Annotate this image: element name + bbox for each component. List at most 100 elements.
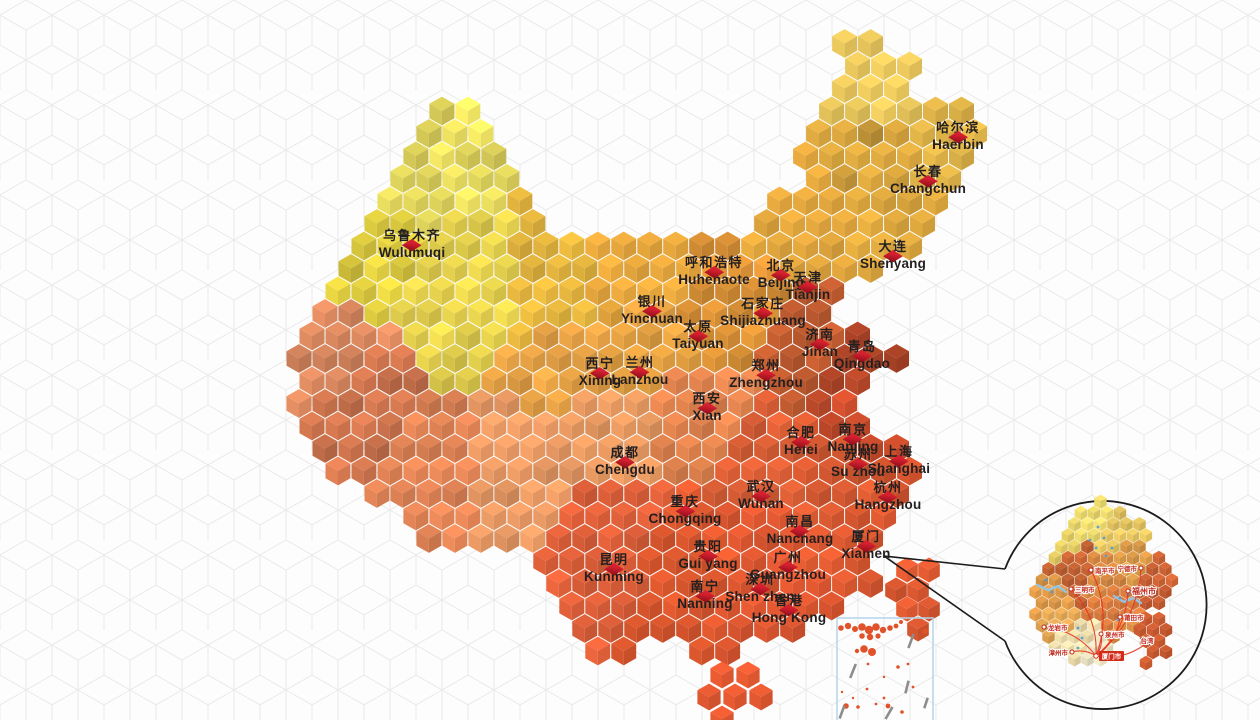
city-name-en: Taiyuan	[672, 336, 724, 352]
city-name-zh: 广州	[773, 550, 803, 566]
city-chengdu[interactable]: 成都 Chengdu	[595, 446, 655, 478]
island-hexes	[697, 557, 940, 720]
city-nanning[interactable]: 南宁 Nanning	[677, 580, 732, 612]
city-name-en: Yinchuan	[621, 311, 683, 327]
city-name-en: Gui yang	[678, 556, 738, 572]
city-name-en: Shijiazhuang	[720, 313, 806, 329]
city-name-en: Nanchang	[766, 531, 834, 547]
city-name-en: Nanning	[677, 596, 733, 612]
city-zhengzhou[interactable]: 郑州 Zhengzhou	[729, 359, 803, 391]
city-gui-yang[interactable]: 贵阳 Gui yang	[678, 540, 737, 572]
city-hong-kong[interactable]: 香港 Hong Kong	[752, 594, 827, 626]
city-name-zh: 天津	[793, 270, 823, 286]
city-name-en: Xian	[692, 408, 722, 424]
city-guangzhou[interactable]: 广州 Guangzhou	[750, 551, 826, 583]
magnifier-callout	[883, 500, 1208, 710]
city-name-en: Wulumuqi	[378, 245, 446, 261]
city-haerbin[interactable]: 哈尔滨 Haerbin	[932, 121, 984, 153]
city-wulumuqi[interactable]: 乌鲁木齐 Wulumuqi	[379, 229, 446, 261]
inset-city-label: 宁德市	[1118, 564, 1138, 573]
city-name-zh: 太原	[683, 319, 713, 335]
city-hangzhou[interactable]: 杭州 Hangzhou	[855, 481, 922, 513]
magnifier-circle	[1004, 500, 1208, 710]
city-name-en: Xiamen	[841, 546, 891, 562]
city-name-en: Haerbin	[932, 137, 984, 153]
city-name-en: Chongqing	[648, 511, 722, 527]
city-name-zh: 乌鲁木齐	[382, 228, 441, 244]
city-nanchang[interactable]: 南昌 Nanchang	[767, 515, 834, 547]
inset-city-label: 龙岩市	[1047, 623, 1068, 632]
city-jinan[interactable]: 济南 Jinan	[802, 328, 838, 360]
city-name-en: Beijing	[757, 275, 805, 291]
city-nanjing[interactable]: 南京 Nanjing	[828, 423, 879, 455]
city-name-zh: 呼和浩特	[684, 255, 743, 271]
city-tianjin[interactable]: 天津 Tianjin	[786, 271, 831, 303]
city-name-en: Qingdao	[833, 356, 891, 372]
city-shen-zhen[interactable]: 深圳 Shen zhen	[725, 573, 794, 605]
city-changchun[interactable]: 长春 Changchun	[890, 165, 966, 197]
city-name-zh: 哈尔滨	[936, 120, 980, 136]
city-wuhan[interactable]: 武汉 Wuhan	[738, 480, 784, 512]
city-chongqing[interactable]: 重庆 Chongqing	[648, 495, 721, 527]
city-name-en: Shen zhen	[725, 589, 795, 605]
city-name-en: Shanghai	[867, 461, 931, 477]
city-name-zh: 北京	[766, 258, 796, 274]
city-xian[interactable]: 西安 Xian	[692, 392, 721, 424]
sea-inset-border	[836, 617, 934, 720]
city-name-zh: 重庆	[670, 494, 700, 510]
city-hefei[interactable]: 合肥 Hefei	[784, 426, 818, 458]
mainland-hex-mosaic	[286, 29, 987, 666]
city-lanzhou[interactable]: 兰州 Lanzhou	[612, 356, 669, 388]
inset-city-label: 泉州市	[1105, 630, 1125, 639]
city-name-en: Huhehaote	[678, 272, 750, 288]
city-name-zh: 兰州	[625, 355, 655, 371]
city-name-en: Guangzhou	[749, 567, 827, 583]
city-su-zhou[interactable]: 苏州 Su zhou	[831, 448, 885, 480]
inset-hub-label-box	[1099, 651, 1124, 661]
city-name-zh: 成都	[610, 445, 640, 461]
city-name-en: Chengdu	[595, 462, 655, 478]
inset-hub-label: 厦门市	[1102, 652, 1122, 661]
inset-city-label: 南平市	[1095, 566, 1115, 575]
city-name-en: Nanjing	[827, 439, 879, 455]
city-shenyang[interactable]: 大连 Shenyang	[860, 240, 926, 272]
city-name-zh: 南宁	[690, 579, 720, 595]
city-name-zh: 上海	[884, 444, 914, 460]
city-name-en: Hong Kong	[751, 610, 827, 626]
city-name-zh: 南京	[838, 422, 868, 438]
inset-city-label: 三明市	[1075, 585, 1095, 594]
city-kunming[interactable]: 昆明 Kunming	[584, 553, 644, 585]
inset-city-label: 福州市	[1131, 586, 1156, 596]
city-name-zh: 大连	[878, 239, 908, 255]
city-name-en: Xining	[578, 373, 622, 389]
inset-city-label: 漳州市	[1049, 648, 1069, 657]
city-name-zh: 长春	[913, 164, 943, 180]
city-xining[interactable]: 西宁 Xining	[579, 357, 621, 389]
city-name-zh: 郑州	[751, 358, 781, 374]
city-name-zh: 济南	[805, 327, 835, 343]
city-name-en: Tianjin	[785, 287, 831, 303]
city-name-zh: 香港	[774, 593, 804, 609]
city-name-zh: 杭州	[873, 480, 903, 496]
city-xiamen[interactable]: 厦门 Xiamen	[841, 530, 890, 562]
inset-taiwan-label: 台湾	[1141, 636, 1155, 645]
city-taiyuan[interactable]: 太原 Taiyuan	[672, 320, 723, 352]
city-name-zh: 深圳	[745, 572, 775, 588]
city-name-en: Wuhan	[738, 496, 784, 512]
city-name-zh: 昆明	[599, 552, 629, 568]
city-name-en: Kunming	[584, 569, 644, 585]
city-beijing[interactable]: 北京 Beijing	[758, 259, 804, 291]
inset-city-label: 莆田市	[1124, 613, 1144, 622]
city-name-zh: 厦门	[851, 529, 881, 545]
city-qingdao[interactable]: 青岛 Qingdao	[834, 340, 890, 372]
city-name-zh: 苏州	[843, 447, 873, 463]
city-name-zh: 青岛	[847, 339, 877, 355]
city-huhehaote[interactable]: 呼和浩特 Huhehaote	[678, 256, 750, 288]
city-shanghai[interactable]: 上海 Shanghai	[868, 445, 930, 477]
city-name-zh: 西宁	[585, 356, 615, 372]
city-yinchuan[interactable]: 银川 Yinchuan	[621, 295, 683, 327]
city-shijiazhuang[interactable]: 石家庄 Shijiazhuang	[720, 297, 806, 329]
